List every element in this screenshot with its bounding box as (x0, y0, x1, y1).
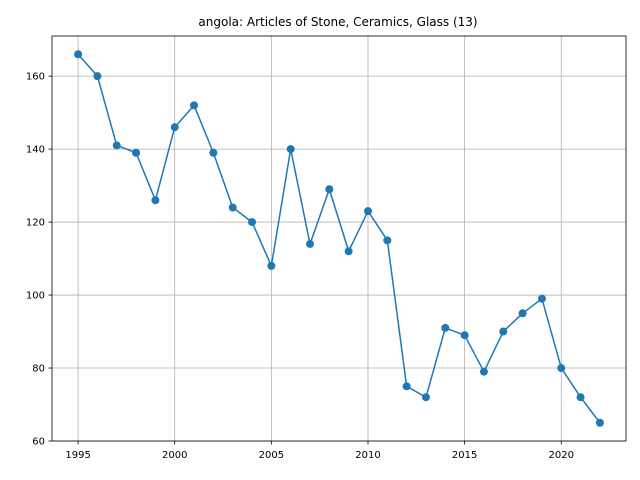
x-tick-label: 2010 (355, 450, 380, 461)
x-tick-label: 2005 (259, 450, 284, 461)
chart-title: angola: Articles of Stone, Ceramics, Gla… (198, 15, 477, 29)
series-layer: 1995: 166 1996: 160 1997: 141 1998: 139 1999… (74, 50, 604, 427)
data-point: 1996: 160 (93, 72, 102, 81)
data-point: 2002: 139 (209, 148, 218, 157)
data-point: 2006: 140 (286, 145, 295, 154)
data-point: 2013: 72 (421, 393, 430, 402)
y-tick-label: 80 (32, 364, 45, 375)
x-tick-label: 2000 (162, 450, 187, 461)
data-point: 2022: 65 (595, 418, 604, 427)
data-point: 2020: 80 (557, 364, 566, 373)
data-point: 2000: 146 (170, 123, 179, 132)
data-point: 2008: 129 (325, 185, 334, 194)
y-tick-label: 140 (26, 145, 45, 156)
y-tick-label: 120 (26, 218, 45, 229)
axes-frame (51, 35, 627, 442)
data-point: 2004: 120 (248, 218, 257, 227)
data-point: 2005: 108 (267, 261, 276, 270)
data-point: 1995: 166 (74, 50, 83, 59)
x-tick-label: 1995 (65, 450, 90, 461)
y-tick-label: 60 (32, 437, 45, 448)
data-point: 2009: 112 (344, 247, 353, 256)
data-point: 2011: 115 (383, 236, 392, 245)
data-point: 2007: 114 (306, 239, 315, 248)
y-tick-label: 100 (26, 291, 45, 302)
data-point: 2021: 72 (576, 393, 585, 402)
data-point: 1997: 141 (112, 141, 121, 150)
data-point: 2012: 75 (402, 382, 411, 391)
data-point: 2015: 89 (460, 331, 469, 340)
data-point: 2010: 123 (363, 207, 372, 216)
data-point: 1998: 139 (132, 148, 141, 157)
series-line (77, 53, 601, 424)
x-tick-label: 2015 (452, 450, 477, 461)
data-point: 2001: 152 (190, 101, 199, 110)
data-point: 2003: 124 (228, 203, 237, 212)
data-point: 2018: 95 (518, 309, 527, 318)
data-point: 2016: 79 (479, 367, 488, 376)
x-tick-label: 2020 (549, 450, 574, 461)
data-point: 2017: 90 (499, 327, 508, 336)
y-tick-label: 160 (26, 72, 45, 83)
axes: 1995 2000 2005 2010 2015 2020 60 80 100 120 140 160 (26, 35, 627, 461)
data-point: 2019: 99 (537, 294, 546, 303)
data-point: 1999: 126 (151, 196, 160, 205)
